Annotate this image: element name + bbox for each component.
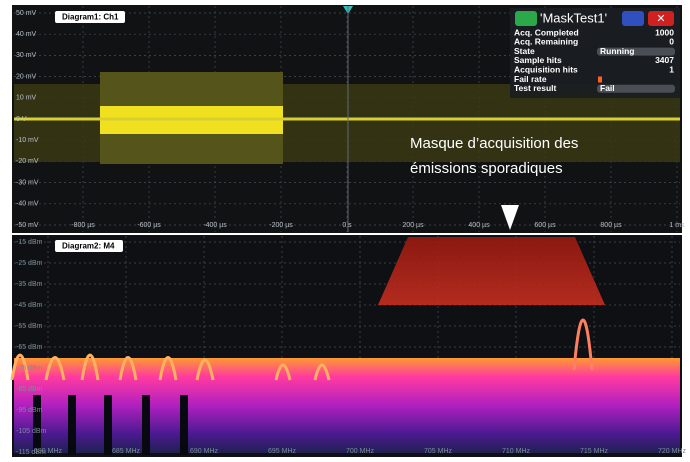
x-tick-label: 695 MHz	[268, 448, 297, 455]
x-tick-label: 710 MHz	[502, 448, 531, 455]
y-tick-label: -85 dBm	[16, 386, 43, 393]
x-tick-label: 1 ms	[669, 222, 685, 229]
y-tick-label: -55 dBm	[16, 323, 43, 330]
annotation: émissions sporadiques	[410, 160, 563, 177]
y-tick-label: -95 dBm	[16, 407, 43, 414]
x-tick-label: 600 µs	[534, 222, 556, 229]
row-label: Test result	[514, 83, 557, 93]
x-tick-label: -800 µs	[71, 222, 95, 229]
x-tick-label: 680 MHz	[34, 448, 63, 455]
x-tick-label: 400 µs	[468, 222, 490, 229]
y-tick-label: -20 mV	[16, 158, 39, 165]
x-tick-label: 685 MHz	[112, 448, 141, 455]
x-tick-label: 715 MHz	[580, 448, 609, 455]
y-tick-label: -25 dBm	[16, 260, 43, 267]
x-tick-label: -200 µs	[269, 222, 293, 229]
x-tick-label: 800 µs	[600, 222, 622, 229]
row-value: Fail	[600, 83, 615, 93]
y-tick-label: 20 mV	[16, 73, 37, 80]
y-tick-label: -65 dBm	[16, 344, 43, 351]
spectrum-density	[14, 358, 680, 453]
x-tick-label: 200 µs	[402, 222, 424, 229]
x-tick-label: 705 MHz	[424, 448, 453, 455]
y-tick-label: 40 mV	[16, 31, 37, 38]
y-tick-label: -10 mV	[16, 137, 39, 144]
row-value: 0	[669, 37, 674, 47]
y-tick-label: -45 dBm	[16, 302, 43, 309]
row-value: Running	[600, 46, 634, 56]
y-tick-label: -15 dBm	[16, 239, 43, 246]
mask-area	[378, 237, 605, 305]
y-tick-label: -75 dBm	[16, 365, 43, 372]
x-tick-label: 690 MHz	[190, 448, 219, 455]
y-tick-label: -50 mV	[16, 222, 39, 229]
annotation: Masque d’acquisition des	[410, 135, 578, 152]
fail-indicator	[598, 77, 602, 83]
y-tick-label: 30 mV	[16, 52, 37, 59]
close-icon: ✕	[656, 13, 665, 25]
x-tick-label: 720 MHz	[658, 448, 687, 455]
scope-screen: Diagram1: Ch1 Diagram2: M4 'MaskTest1' ✕…	[0, 0, 690, 462]
y-tick-label: 50 mV	[16, 10, 37, 17]
y-tick-label: 10 mV	[16, 95, 37, 102]
y-tick-label: 0 V	[16, 116, 27, 123]
x-tick-label: 700 MHz	[346, 448, 375, 455]
settings-button[interactable]	[515, 11, 537, 26]
x-tick-label: -400 µs	[203, 222, 227, 229]
y-tick-label: -30 mV	[16, 179, 39, 186]
panel-title: 'MaskTest1'	[540, 10, 607, 25]
diagram1-title: Diagram1: Ch1	[62, 13, 119, 22]
x-tick-label: 0 s	[342, 222, 352, 229]
x-tick-label: -600 µs	[137, 222, 161, 229]
minimize-button[interactable]	[622, 11, 644, 26]
row-value: 1	[669, 64, 674, 74]
y-tick-label: -35 dBm	[16, 281, 43, 288]
y-tick-label: -105 dBm	[16, 428, 47, 435]
diagram2-title: Diagram2: M4	[62, 242, 115, 251]
y-tick-label: -40 mV	[16, 201, 39, 208]
